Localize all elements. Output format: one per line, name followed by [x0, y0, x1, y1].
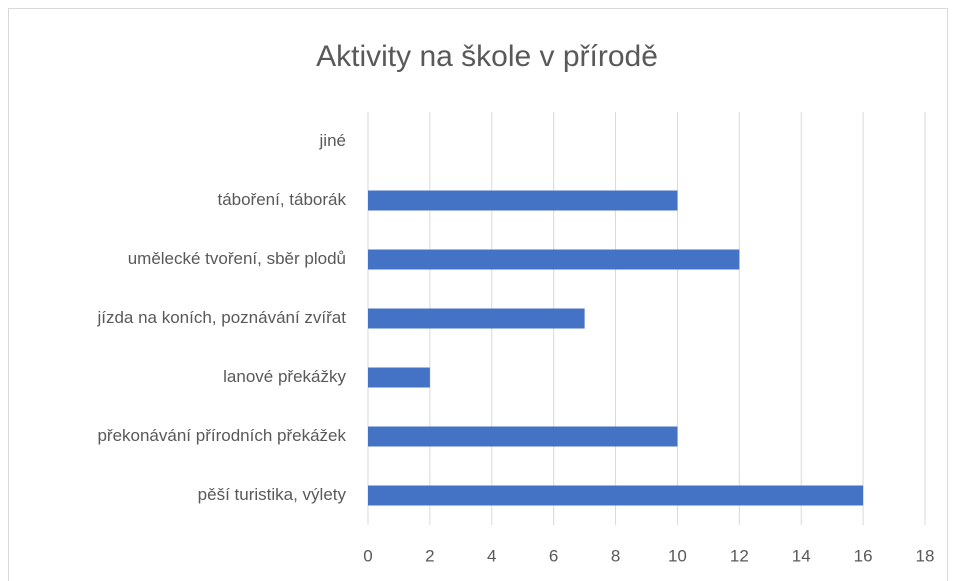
x-tick-label: 0 [363, 546, 372, 565]
x-tick-label: 16 [854, 546, 873, 565]
bar [368, 367, 430, 388]
y-tick-label: překonávání přírodních překážek [97, 426, 346, 445]
y-tick-label: táboření, táborák [217, 190, 346, 209]
x-tick-label: 8 [611, 546, 620, 565]
x-tick-label: 2 [425, 546, 434, 565]
y-tick-label: lanové překážky [223, 367, 346, 386]
bar [368, 190, 678, 211]
chart-title: Aktivity na škole v přírodě [316, 40, 658, 73]
bar [368, 249, 740, 270]
y-tick-label: pěší turistika, výlety [198, 485, 347, 504]
bar [368, 485, 864, 506]
x-tick-label: 12 [730, 546, 749, 565]
x-tick-label: 6 [549, 546, 558, 565]
bar [368, 308, 585, 329]
x-tick-label: 4 [487, 546, 496, 565]
y-tick-label: jízda na koních, poznávání zvířat [96, 308, 346, 327]
x-tick-label: 14 [792, 546, 811, 565]
y-tick-label: umělecké tvoření, sběr plodů [128, 249, 346, 268]
x-tick-label: 18 [916, 546, 935, 565]
x-tick-label: 10 [668, 546, 687, 565]
bar [368, 426, 678, 447]
y-tick-label: jiné [319, 131, 346, 150]
